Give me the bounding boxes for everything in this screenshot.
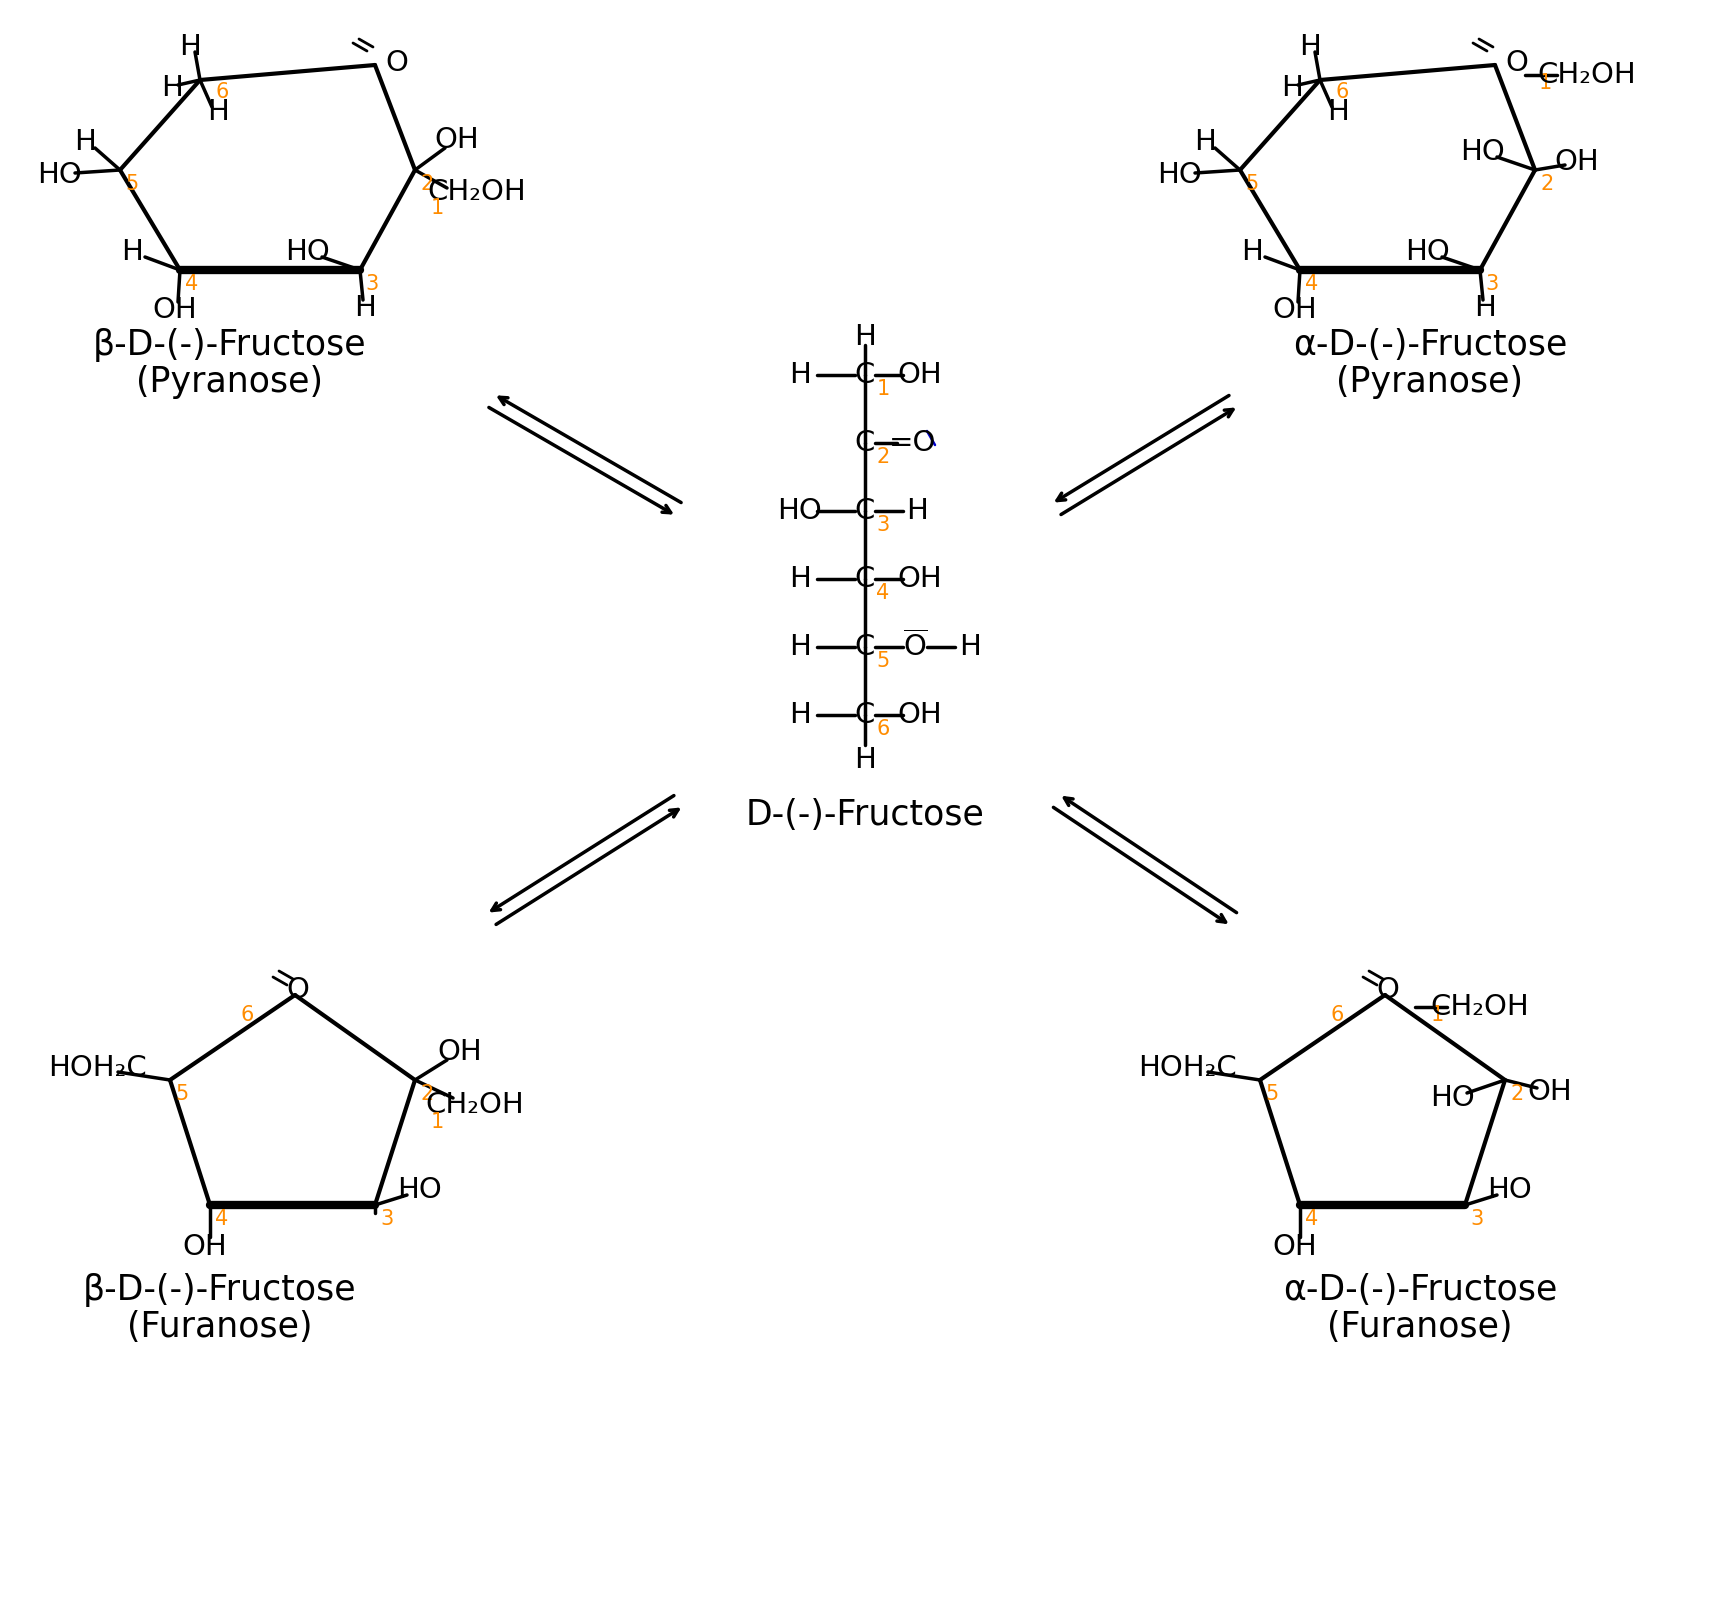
Text: H: H <box>1474 293 1495 323</box>
Text: HO: HO <box>285 238 330 266</box>
Text: OH: OH <box>434 126 479 154</box>
Text: HO: HO <box>1157 160 1202 190</box>
Text: 4: 4 <box>1304 1209 1318 1229</box>
Text: C: C <box>855 700 875 729</box>
Text: H: H <box>161 75 183 102</box>
Text: 4: 4 <box>215 1209 228 1229</box>
Text: 5: 5 <box>1265 1084 1278 1104</box>
Text: H: H <box>74 128 95 156</box>
Text: H: H <box>1298 32 1320 62</box>
Text: 6: 6 <box>875 720 889 739</box>
Text: OH: OH <box>183 1234 227 1261</box>
Text: OH: OH <box>1272 1234 1317 1261</box>
Text: C: C <box>855 430 875 457</box>
Text: O: O <box>287 976 310 1003</box>
Text: C: C <box>855 632 875 661</box>
Text: (Pyranose): (Pyranose) <box>137 365 324 399</box>
Text: H: H <box>1240 238 1263 266</box>
Text: OH: OH <box>898 700 941 729</box>
Text: OH: OH <box>152 297 197 324</box>
Text: O: O <box>1375 976 1398 1003</box>
Text: CH₂OH: CH₂OH <box>1536 62 1635 89</box>
Text: $\overline{\mathrm{O}}$: $\overline{\mathrm{O}}$ <box>901 631 927 663</box>
Text: 2: 2 <box>875 447 889 467</box>
Text: OH: OH <box>1554 148 1599 177</box>
Text: 4: 4 <box>185 274 199 293</box>
Text: C: C <box>855 498 875 525</box>
Text: H: H <box>958 632 981 661</box>
Text: 1: 1 <box>1429 1005 1443 1024</box>
Text: 4: 4 <box>875 584 889 603</box>
Text: C: C <box>855 361 875 389</box>
Text: HO: HO <box>1405 238 1450 266</box>
Text: O: O <box>386 49 408 78</box>
Text: H: H <box>1194 128 1214 156</box>
Text: H: H <box>121 238 144 266</box>
Text: 3: 3 <box>1484 274 1498 293</box>
Text: 3: 3 <box>381 1209 393 1229</box>
Text: OH: OH <box>438 1037 483 1067</box>
Text: 4: 4 <box>1304 274 1318 293</box>
Text: β-D-(-)-Fructose: β-D-(-)-Fructose <box>83 1272 356 1307</box>
Text: 1: 1 <box>431 1112 443 1131</box>
Text: H: H <box>853 746 875 773</box>
Text: HO: HO <box>777 498 822 525</box>
Text: H: H <box>789 361 810 389</box>
Text: H: H <box>853 323 875 352</box>
Text: HO: HO <box>1429 1084 1474 1112</box>
Text: HO: HO <box>398 1175 443 1204</box>
Text: OH: OH <box>1272 297 1317 324</box>
Text: 1: 1 <box>1538 73 1550 92</box>
Text: 2: 2 <box>1540 173 1554 195</box>
Text: H: H <box>1280 75 1303 102</box>
Text: CH₂OH: CH₂OH <box>427 178 526 206</box>
Text: HOH₂C: HOH₂C <box>48 1054 147 1081</box>
Text: 3: 3 <box>1469 1209 1483 1229</box>
Text: H: H <box>789 632 810 661</box>
Text: 1: 1 <box>875 379 889 399</box>
Text: C: C <box>855 566 875 593</box>
Text: O: O <box>1505 49 1528 78</box>
Text: α-D-(-)-Fructose: α-D-(-)-Fructose <box>1292 327 1566 361</box>
Text: 6: 6 <box>215 83 228 102</box>
Text: OH: OH <box>1528 1078 1571 1106</box>
Text: =O: =O <box>889 430 936 457</box>
Text: H: H <box>208 97 228 126</box>
Text: OH: OH <box>898 566 941 593</box>
Text: 6: 6 <box>1330 1005 1342 1024</box>
Text: 3: 3 <box>875 515 889 535</box>
Text: CH₂OH: CH₂OH <box>426 1091 524 1118</box>
Text: 2: 2 <box>420 1084 434 1104</box>
Text: OH: OH <box>898 361 941 389</box>
Text: 6: 6 <box>240 1005 254 1024</box>
Text: 5: 5 <box>875 652 889 671</box>
Text: H: H <box>178 32 201 62</box>
Text: HO: HO <box>1486 1175 1531 1204</box>
Text: 5: 5 <box>1244 173 1258 195</box>
Text: 2: 2 <box>420 173 434 195</box>
Text: 5: 5 <box>175 1084 189 1104</box>
Text: H: H <box>905 498 927 525</box>
Text: α-D-(-)-Fructose: α-D-(-)-Fructose <box>1282 1272 1557 1307</box>
Text: CH₂OH: CH₂OH <box>1429 994 1529 1021</box>
Text: β-D-(-)-Fructose: β-D-(-)-Fructose <box>93 327 367 361</box>
Text: HOH₂C: HOH₂C <box>1138 1054 1237 1081</box>
Text: 6: 6 <box>1334 83 1348 102</box>
Text: (Pyranose): (Pyranose) <box>1336 365 1522 399</box>
Text: H: H <box>789 700 810 729</box>
Text: HO: HO <box>38 160 83 190</box>
Text: H: H <box>355 293 375 323</box>
Text: 3: 3 <box>365 274 379 293</box>
Text: 1: 1 <box>431 198 443 217</box>
Text: D-(-)-Fructose: D-(-)-Fructose <box>746 798 984 832</box>
Text: 2: 2 <box>1510 1084 1522 1104</box>
Text: (Furanose): (Furanose) <box>1327 1310 1512 1344</box>
Text: (Furanose): (Furanose) <box>128 1310 313 1344</box>
Text: H: H <box>789 566 810 593</box>
Text: 5: 5 <box>125 173 138 195</box>
Text: H: H <box>1327 97 1348 126</box>
Text: HO: HO <box>1460 138 1505 165</box>
